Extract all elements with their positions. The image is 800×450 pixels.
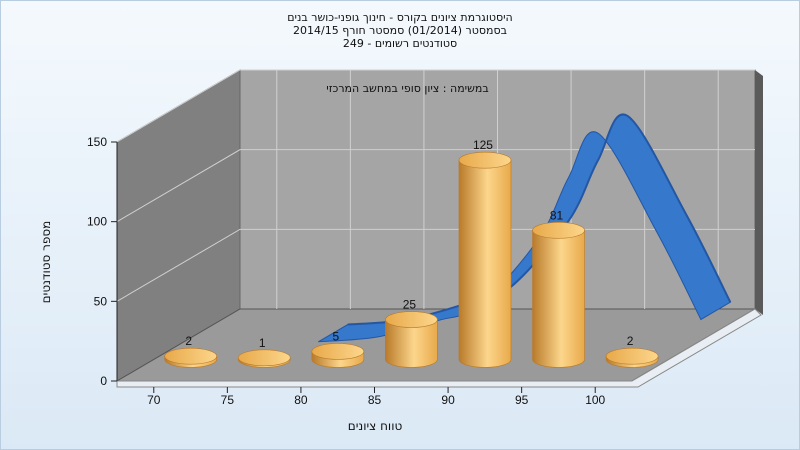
y-tick-label: 0 [100,374,107,388]
bar-70 [164,347,217,368]
chart-title-line-1: היסטוגרמת ציונים בקורס - חינוך גופני-כוש… [287,11,513,24]
y-axis-label: מספר סטודנטים [39,221,53,304]
chart-title-line-3: סטודנטים רשומים - 249 [342,37,458,50]
bar-100 [605,347,659,368]
bar-85 [385,311,438,368]
bar-80 [311,343,365,368]
bar-value-label: 2 [627,334,634,348]
x-tick-label: 80 [294,393,308,407]
bar-value-label: 25 [403,298,417,312]
bar-top [532,222,585,239]
y-tick-label: 150 [87,135,107,149]
floor-edge [116,308,762,388]
bar-value-label: 81 [550,208,564,222]
x-tick-label: 70 [147,393,161,407]
bar-value-label: 5 [332,329,339,343]
bar-top [458,151,512,169]
bar-top [311,343,365,360]
y-gridline-150 [116,69,755,143]
x-tick-label: 95 [515,393,529,407]
bar-value-label: 2 [185,334,192,348]
chart-title-line-2: בסמסטר (01/2014) סמסטר חורף 2014/15 [293,24,507,37]
bar-90 [458,151,512,368]
chart-subtitle: במשימה : ציון סופי במחשב המרכזי [326,82,489,95]
bar-top [385,311,438,328]
bar-top [164,347,217,365]
bar-95 [532,222,585,368]
y-tick-label: 50 [94,294,108,308]
x-tick-label: 85 [368,393,382,407]
y-tick-label: 100 [87,215,107,229]
bar-value-label: 1 [259,336,266,350]
x-tick-label: 75 [221,393,235,407]
bar-75 [237,349,291,368]
bar-body [385,319,438,368]
x-axis-label: טווח ציונים [348,419,403,433]
bar-value-label: 125 [473,138,493,152]
x-tick-label: 90 [441,393,455,407]
bar-top [237,349,291,367]
back-wall-edge [755,70,763,315]
curve-line [347,113,732,326]
bar-body [458,159,512,368]
bar-body [532,230,585,368]
bar-top [605,347,659,365]
x-tick-label: 100 [585,393,605,407]
